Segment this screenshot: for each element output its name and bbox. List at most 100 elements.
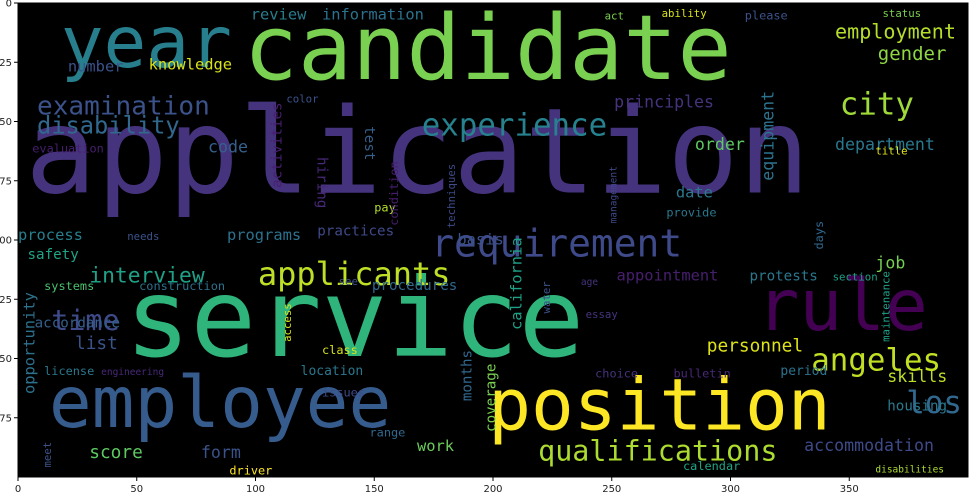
word-meet: meet — [41, 442, 54, 468]
word-location: location — [301, 364, 364, 379]
word-act: act — [605, 10, 624, 23]
plot-area — [18, 3, 968, 477]
word-score: score — [89, 442, 143, 463]
word-days: days — [812, 221, 826, 250]
x-tick-label: 350 — [840, 484, 859, 495]
word-construction: construction — [139, 279, 225, 293]
word-interview: interview — [89, 264, 205, 289]
word-disability: disability — [37, 111, 180, 139]
word-essay: essay — [586, 308, 619, 321]
word-order: order — [695, 135, 745, 154]
word-requirement: requirement — [431, 222, 682, 266]
word-management: management — [609, 166, 620, 223]
word-techniques: techniques — [445, 164, 458, 228]
word-gender: gender — [878, 43, 947, 65]
word-process: process — [18, 226, 83, 244]
word-application: application — [25, 83, 810, 221]
word-list: list — [75, 333, 118, 354]
word-test: test — [361, 126, 377, 160]
x-tick-label: 300 — [721, 484, 740, 495]
word-opportunity: opportunity — [21, 292, 39, 394]
word-rule: rule — [757, 264, 928, 347]
word-needs: needs — [127, 230, 159, 243]
y-tick-label: 25 — [0, 58, 12, 69]
word-city: city — [840, 86, 914, 122]
y-tick-label: 50 — [0, 117, 12, 128]
word-status: status — [883, 7, 922, 20]
word-accommodation: accommodation — [804, 436, 934, 455]
word-color: color — [286, 93, 319, 106]
x-tick-label: 150 — [365, 484, 384, 495]
word-water: water — [540, 281, 553, 314]
word-choice: choice — [595, 366, 638, 380]
word-applicants: applicants — [258, 255, 451, 293]
word-driver: driver — [229, 464, 272, 478]
word-safety: safety — [28, 247, 79, 263]
word-period: period — [780, 364, 827, 379]
x-tick-label: 100 — [246, 484, 265, 495]
word-employment: employment — [835, 20, 956, 44]
word-months: months — [460, 350, 476, 401]
y-tick-label: 0 — [6, 0, 12, 10]
word-pay: pay — [374, 201, 395, 215]
word-work: work — [417, 437, 455, 455]
word-evaluation: evaluation — [32, 141, 104, 155]
word-principles: principles — [614, 92, 714, 111]
word-employee: employee — [49, 361, 391, 444]
word-issues: issues — [322, 385, 365, 399]
word-section: section — [833, 270, 878, 283]
word-angeles: angeles — [811, 342, 941, 378]
word-engineering: engineering — [101, 367, 164, 378]
word-review: review — [251, 6, 307, 24]
word-appointment: appointment — [617, 266, 719, 284]
word-position: position — [488, 364, 830, 447]
word-procedures: procedures — [372, 278, 457, 294]
word-maintenance: maintenance — [880, 271, 893, 342]
word-knowledge: knowledge — [149, 55, 232, 73]
word-ability: ability — [662, 7, 708, 20]
word-systems: systems — [44, 279, 94, 293]
word-code: code — [208, 137, 248, 156]
word-information: information — [322, 6, 424, 24]
word-time: time — [51, 304, 119, 337]
word-protests: protests — [750, 268, 818, 284]
word-range: range — [370, 426, 406, 440]
word-year: year — [61, 1, 232, 84]
word-california: california — [508, 237, 526, 330]
word-calendar: calendar — [683, 459, 740, 473]
y-tick-label: 25 — [0, 295, 12, 306]
word-practices: practices — [317, 223, 394, 239]
word-skills: skills — [887, 367, 947, 386]
word-personnel: personnel — [707, 335, 803, 356]
word-coverage: coverage — [483, 364, 499, 432]
word-access: access — [281, 303, 294, 342]
y-tick-label: 75 — [0, 413, 12, 424]
y-tick-label: 00 — [0, 236, 12, 247]
word-activities: activities — [270, 102, 286, 187]
word-experience: experience — [422, 108, 607, 144]
word-examination: examination — [37, 91, 210, 121]
word-candidate: candidate — [244, 0, 732, 101]
word-qualifications: qualifications — [538, 434, 777, 467]
x-tick-label: 250 — [602, 484, 621, 495]
word-bulletin: bulletin — [674, 366, 731, 380]
word-please: please — [745, 9, 788, 23]
word-title: title — [875, 145, 907, 158]
y-axis: 0 25 50 75 00 25 50 75 — [0, 0, 18, 424]
word-housing: housing — [887, 399, 947, 415]
word-department: department — [835, 135, 935, 154]
word-programs: programs — [227, 226, 301, 244]
word-disabilities: disabilities — [875, 464, 944, 475]
word-number: number — [68, 58, 124, 76]
word-basis: basis — [457, 231, 503, 249]
word-los: los — [906, 385, 962, 421]
word-class: class — [322, 343, 358, 357]
x-tick-label: 200 — [483, 484, 502, 495]
word-service: service — [125, 255, 584, 382]
y-tick-label: 50 — [0, 354, 12, 365]
word-accordance: accordance — [35, 316, 120, 332]
x-tick-label: 0 — [15, 484, 21, 495]
x-tick-label: 50 — [130, 484, 143, 495]
